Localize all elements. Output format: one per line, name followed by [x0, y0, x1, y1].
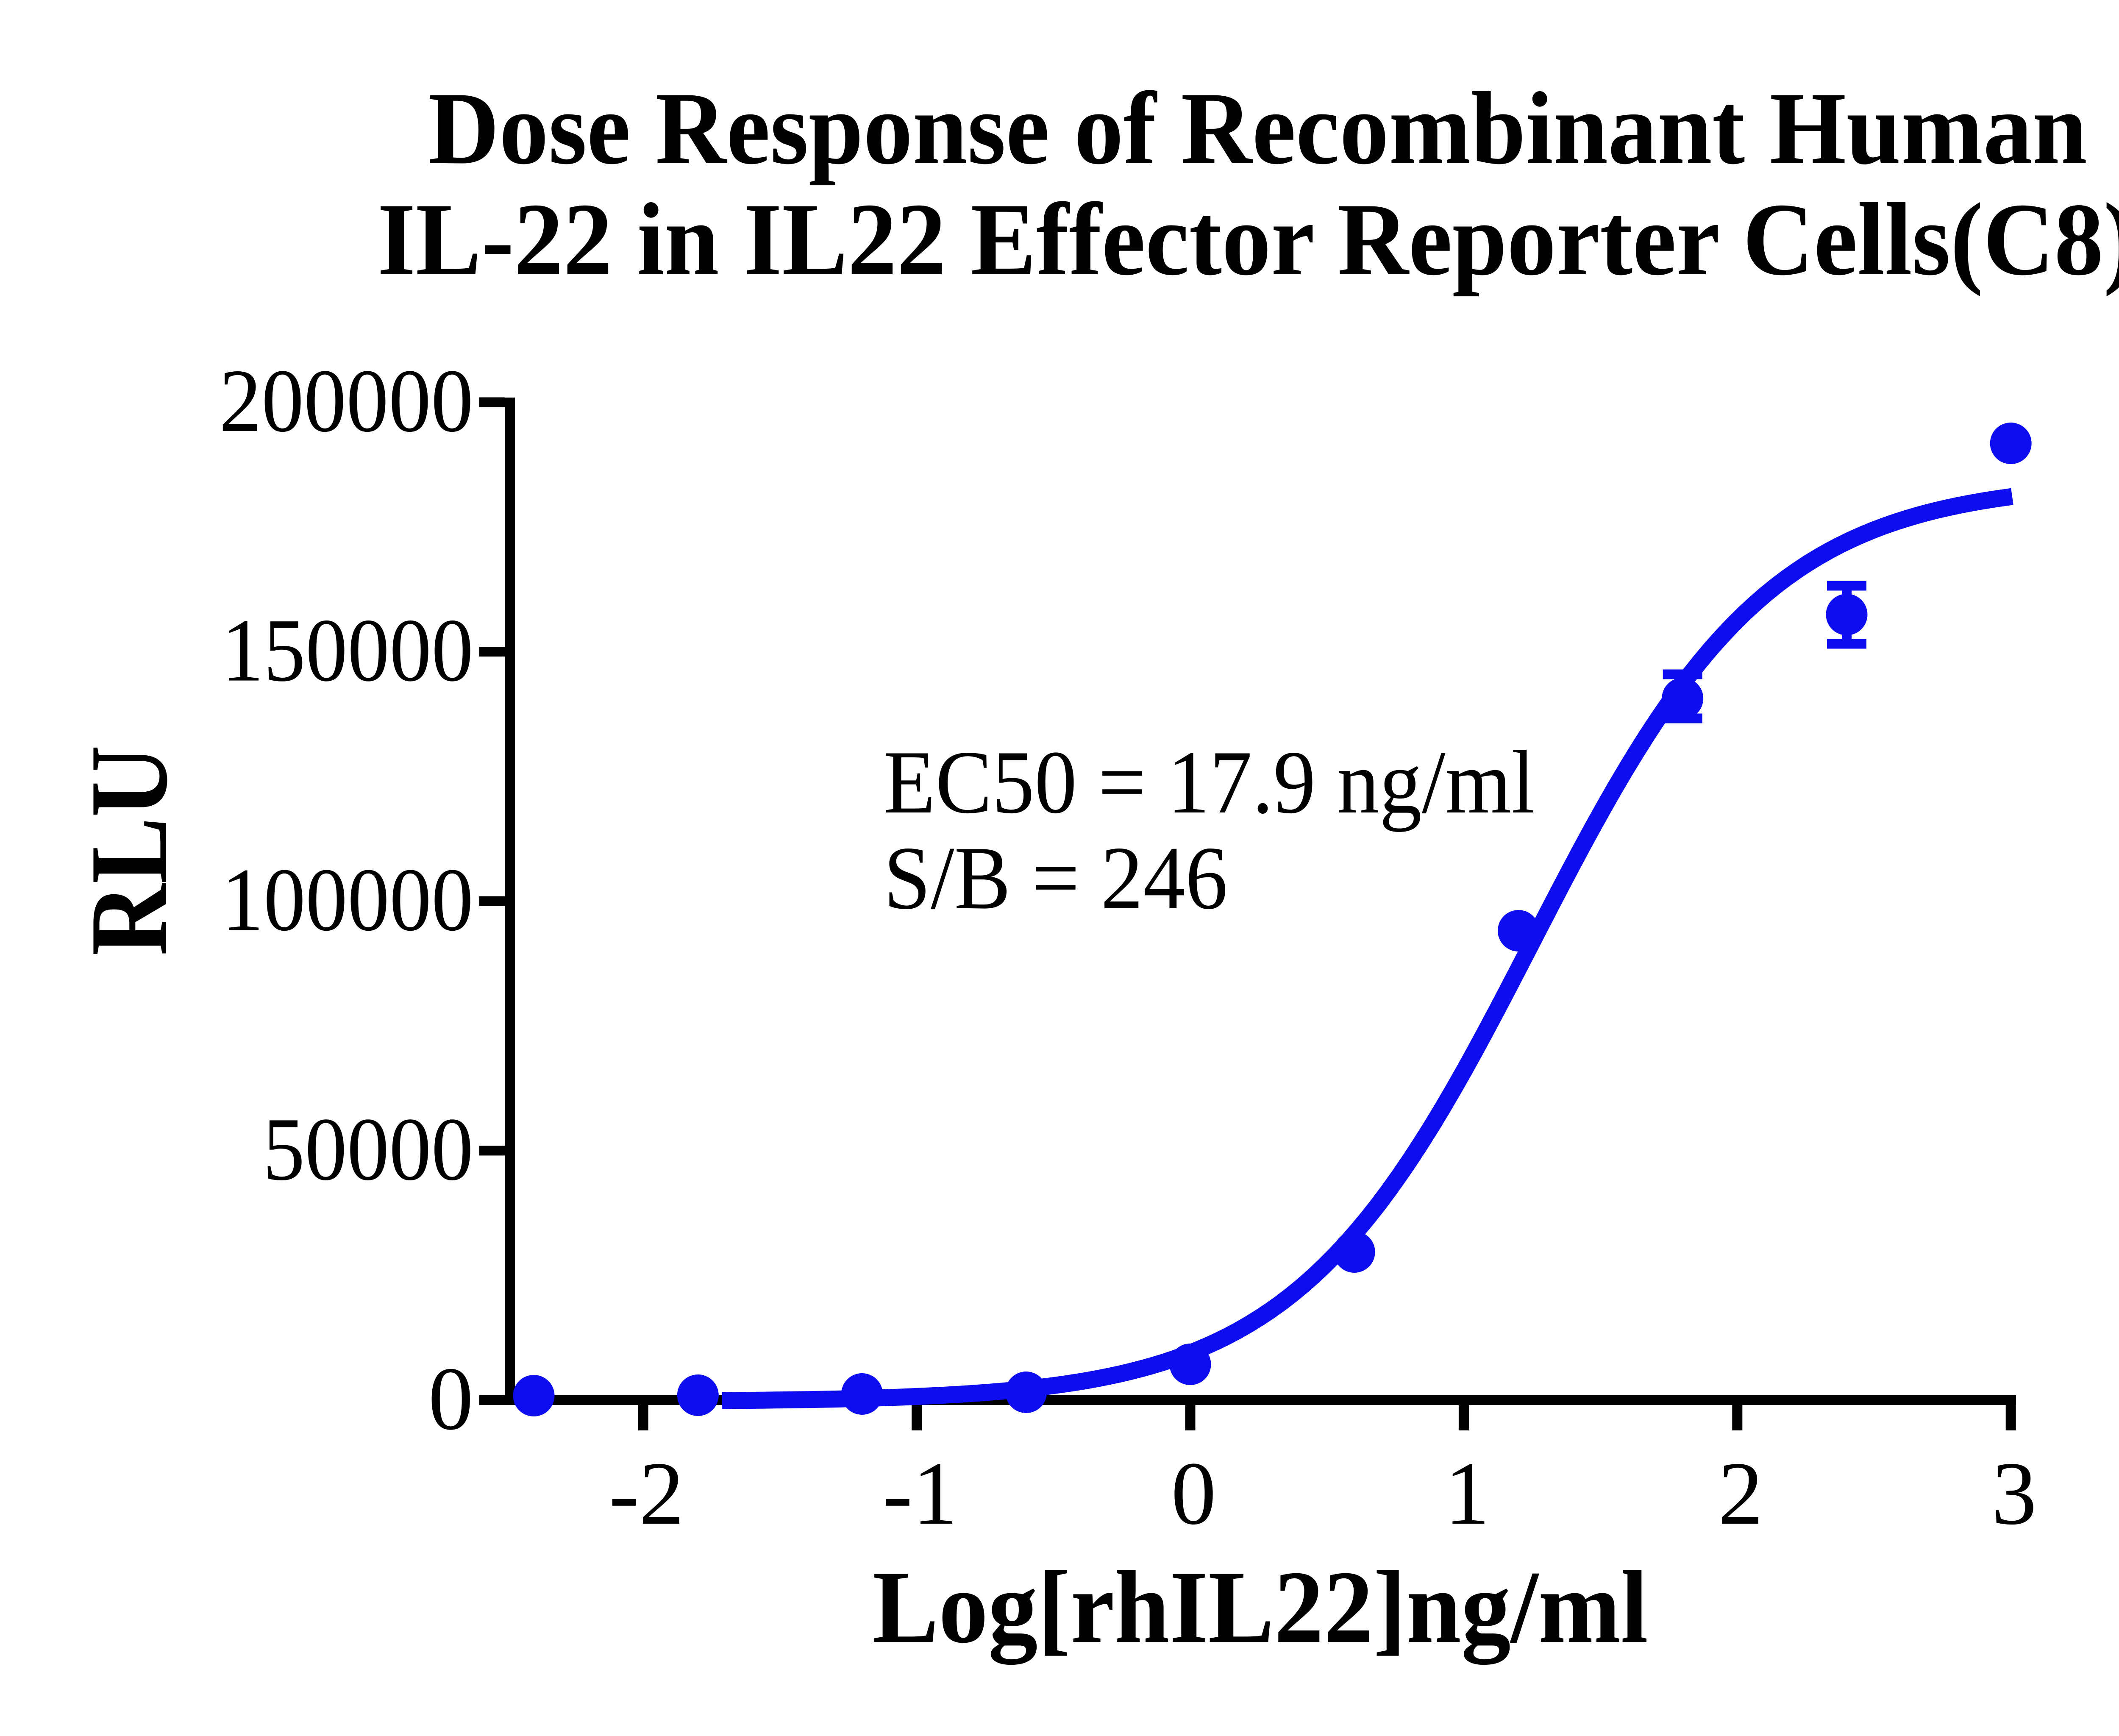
svg-text:100000: 100000: [222, 850, 473, 950]
svg-text:S/B = 246: S/B = 246: [884, 828, 1228, 928]
svg-text:0: 0: [428, 1349, 474, 1449]
svg-text:50000: 50000: [263, 1099, 473, 1199]
svg-text:200000: 200000: [219, 351, 473, 451]
svg-text:-1: -1: [882, 1444, 957, 1544]
svg-text:1: 1: [1445, 1444, 1490, 1544]
svg-text:3: 3: [1991, 1444, 2037, 1544]
svg-text:150000: 150000: [222, 601, 473, 701]
svg-text:EC50 = 17.9 ng/ml: EC50 = 17.9 ng/ml: [884, 732, 1535, 832]
svg-text:IL-22 in IL22 Effector Reporte: IL-22 in IL22 Effector Reporter Cells(C8…: [378, 182, 2119, 297]
svg-text:2: 2: [1718, 1444, 1763, 1544]
svg-text:-2: -2: [609, 1444, 684, 1544]
svg-text:Dose Response of Recombinant H: Dose Response of Recombinant Human: [428, 71, 2087, 186]
svg-text:Log[rhIL22]ng/ml: Log[rhIL22]ng/ml: [873, 1550, 1648, 1665]
svg-text:RLU: RLU: [67, 745, 190, 956]
svg-text:0: 0: [1171, 1444, 1216, 1544]
